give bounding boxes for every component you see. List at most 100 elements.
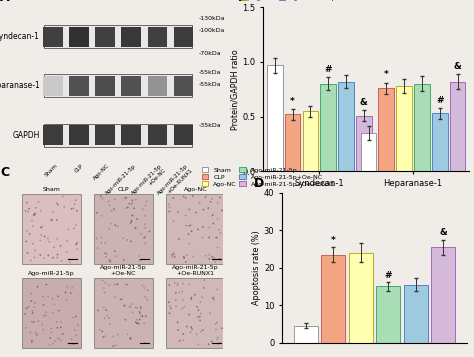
Point [214, 287, 221, 292]
Point [179, 297, 187, 303]
Bar [95, 27, 115, 46]
Bar [302, 111, 318, 171]
Point [98, 213, 106, 219]
Point [94, 308, 102, 313]
Point [213, 320, 221, 326]
Point [70, 226, 78, 231]
Text: B: B [238, 0, 248, 4]
Point [70, 315, 77, 320]
Point [40, 313, 48, 318]
Point [142, 313, 149, 319]
Point [216, 195, 224, 200]
Point [196, 200, 203, 206]
Point [194, 342, 202, 347]
Point [142, 225, 149, 231]
Point [113, 281, 121, 287]
Point [124, 205, 132, 210]
Text: Sham: Sham [43, 187, 61, 192]
Point [38, 223, 46, 229]
Point [210, 297, 218, 303]
Point [165, 208, 173, 214]
Point [96, 327, 104, 332]
Point [132, 319, 139, 325]
Point [101, 240, 109, 246]
Point [188, 228, 195, 234]
Point [26, 206, 33, 212]
Point [45, 252, 52, 258]
Bar [69, 27, 89, 46]
Point [213, 235, 221, 240]
Point [70, 341, 77, 347]
Bar [321, 255, 346, 343]
Bar [432, 113, 447, 171]
Point [29, 241, 36, 247]
Text: -55kDa: -55kDa [199, 70, 221, 75]
Point [136, 321, 143, 327]
Point [132, 305, 139, 310]
Point [185, 282, 193, 287]
Point [30, 319, 37, 325]
Point [59, 331, 66, 337]
Point [68, 206, 75, 212]
Point [191, 292, 199, 298]
Point [49, 296, 56, 301]
Point [37, 208, 45, 214]
Point [127, 335, 134, 341]
Bar [376, 286, 400, 343]
Text: -130kDa: -130kDa [199, 16, 225, 21]
Point [133, 317, 141, 323]
Point [215, 227, 223, 232]
Point [102, 254, 110, 260]
Point [193, 304, 201, 310]
Point [55, 308, 63, 313]
Point [69, 206, 77, 211]
Point [190, 253, 197, 259]
Point [172, 290, 180, 296]
Point [35, 318, 42, 324]
Bar [121, 27, 141, 46]
Bar [147, 27, 167, 46]
Point [49, 310, 56, 316]
Point [194, 227, 202, 232]
Point [166, 310, 173, 316]
Point [197, 299, 204, 305]
Point [35, 199, 42, 205]
Point [28, 340, 36, 345]
Point [28, 218, 36, 223]
Point [106, 257, 113, 263]
Point [170, 252, 178, 258]
Point [168, 252, 176, 258]
Point [206, 310, 214, 316]
Bar [147, 125, 167, 145]
Point [185, 231, 192, 237]
Point [199, 224, 207, 230]
Point [211, 259, 219, 265]
Point [182, 195, 190, 201]
Point [73, 242, 80, 247]
Bar [22, 194, 81, 264]
Point [141, 221, 148, 227]
Point [22, 239, 30, 245]
Point [218, 325, 226, 331]
Point [185, 312, 193, 317]
Point [171, 280, 179, 286]
Point [187, 296, 195, 302]
Point [49, 341, 56, 347]
Point [181, 304, 188, 310]
Point [55, 336, 63, 341]
Text: Ago-NC: Ago-NC [184, 187, 207, 192]
Point [183, 252, 191, 258]
Point [93, 236, 100, 241]
Bar [431, 247, 455, 343]
Point [168, 254, 176, 260]
Text: D: D [254, 177, 264, 190]
Point [208, 338, 216, 344]
Point [137, 304, 145, 310]
Point [99, 277, 107, 283]
Point [127, 336, 134, 342]
Text: Heparanase-1: Heparanase-1 [0, 81, 40, 90]
Point [206, 225, 213, 230]
Point [54, 202, 62, 207]
Point [137, 313, 145, 319]
Point [165, 282, 173, 288]
